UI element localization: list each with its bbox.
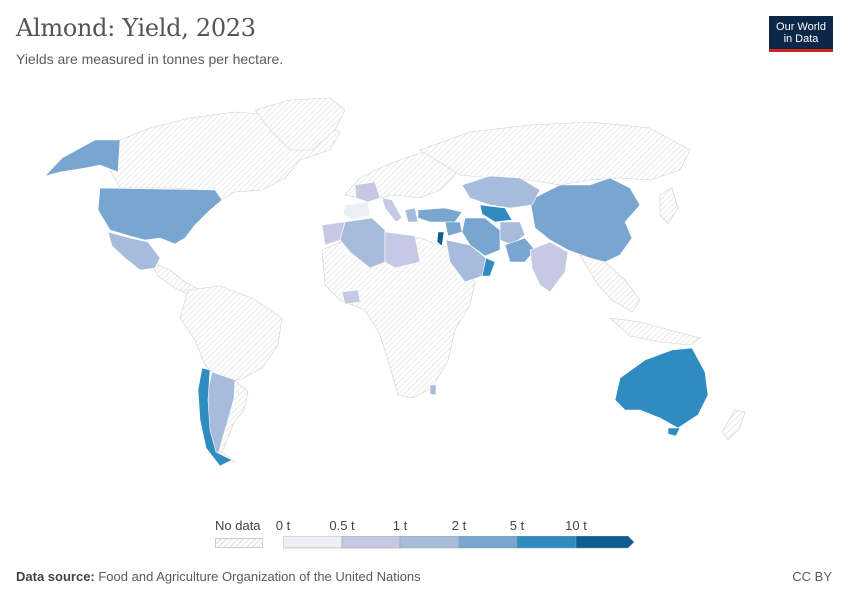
region-morocco[interactable] — [321, 221, 346, 246]
region-algeria[interactable] — [339, 217, 386, 269]
region-united-states[interactable] — [97, 187, 223, 245]
data-source-text[interactable]: Food and Agriculture Organization of the… — [94, 569, 421, 584]
legend-swatch-2[interactable] — [399, 536, 460, 549]
region-alaska[interactable] — [44, 139, 121, 177]
data-source: Data source: Food and Agriculture Organi… — [16, 569, 421, 584]
legend-color-scale — [283, 536, 635, 549]
region-uzbekistan[interactable] — [479, 204, 513, 223]
legend-swatch-1[interactable] — [341, 536, 401, 549]
region-mexico[interactable] — [107, 231, 161, 271]
legend-swatch-3[interactable] — [458, 536, 518, 549]
region-israel[interactable] — [436, 231, 445, 247]
region-greenland[interactable] — [254, 97, 346, 151]
region-japan[interactable] — [659, 187, 679, 225]
legend-nodata-label: No data — [215, 518, 261, 533]
legend-label-3: 2 t — [451, 518, 467, 533]
region-burkina-faso[interactable] — [341, 289, 361, 305]
legend-swatch-4[interactable] — [516, 536, 577, 549]
region-pakistan[interactable] — [504, 237, 536, 263]
legend-label-0: 0 t — [275, 518, 291, 533]
region-france[interactable] — [354, 181, 381, 203]
region-greece[interactable] — [404, 207, 419, 223]
region-russia[interactable] — [419, 121, 691, 186]
legend-label-1: 0.5 t — [329, 518, 355, 533]
chart-subtitle: Yields are measured in tonnes per hectar… — [16, 51, 284, 67]
legend-label-4: 5 t — [509, 518, 525, 533]
region-malawi[interactable] — [429, 384, 437, 396]
logo-line-2: in Data — [783, 33, 819, 45]
legend-nodata-swatch — [215, 538, 263, 548]
legend-swatch-5[interactable] — [575, 536, 635, 549]
region-south-america-south[interactable] — [214, 379, 249, 463]
license-link[interactable]: CC BY — [792, 569, 832, 584]
region-indonesia[interactable] — [609, 317, 701, 346]
region-iran[interactable] — [461, 217, 501, 257]
logo-line-1: Our World — [776, 21, 826, 33]
region-southeast-asia[interactable] — [579, 254, 641, 313]
region-oman[interactable] — [481, 257, 496, 277]
region-china[interactable] — [529, 177, 641, 263]
region-chile[interactable] — [197, 367, 233, 467]
world-map[interactable] — [0, 90, 850, 490]
legend-swatch-0[interactable] — [283, 536, 343, 549]
region-syria[interactable] — [444, 221, 463, 237]
region-spain[interactable] — [342, 201, 371, 221]
region-tasmania[interactable] — [667, 427, 681, 437]
region-south-america-north[interactable] — [179, 285, 283, 381]
chart-title: Almond: Yield, 2023 — [16, 14, 256, 42]
owid-logo[interactable]: Our World in Data — [769, 16, 833, 52]
region-australia[interactable] — [614, 347, 709, 429]
region-italy[interactable] — [381, 197, 403, 223]
region-india[interactable] — [529, 241, 569, 293]
legend-label-5: 10 t — [565, 518, 587, 533]
region-libya[interactable] — [384, 231, 421, 269]
data-source-label: Data source: — [16, 569, 95, 584]
legend-label-2: 1 t — [392, 518, 408, 533]
region-kazakhstan[interactable] — [461, 175, 541, 209]
region-turkey[interactable] — [417, 207, 463, 223]
region-new-zealand[interactable] — [721, 409, 746, 441]
